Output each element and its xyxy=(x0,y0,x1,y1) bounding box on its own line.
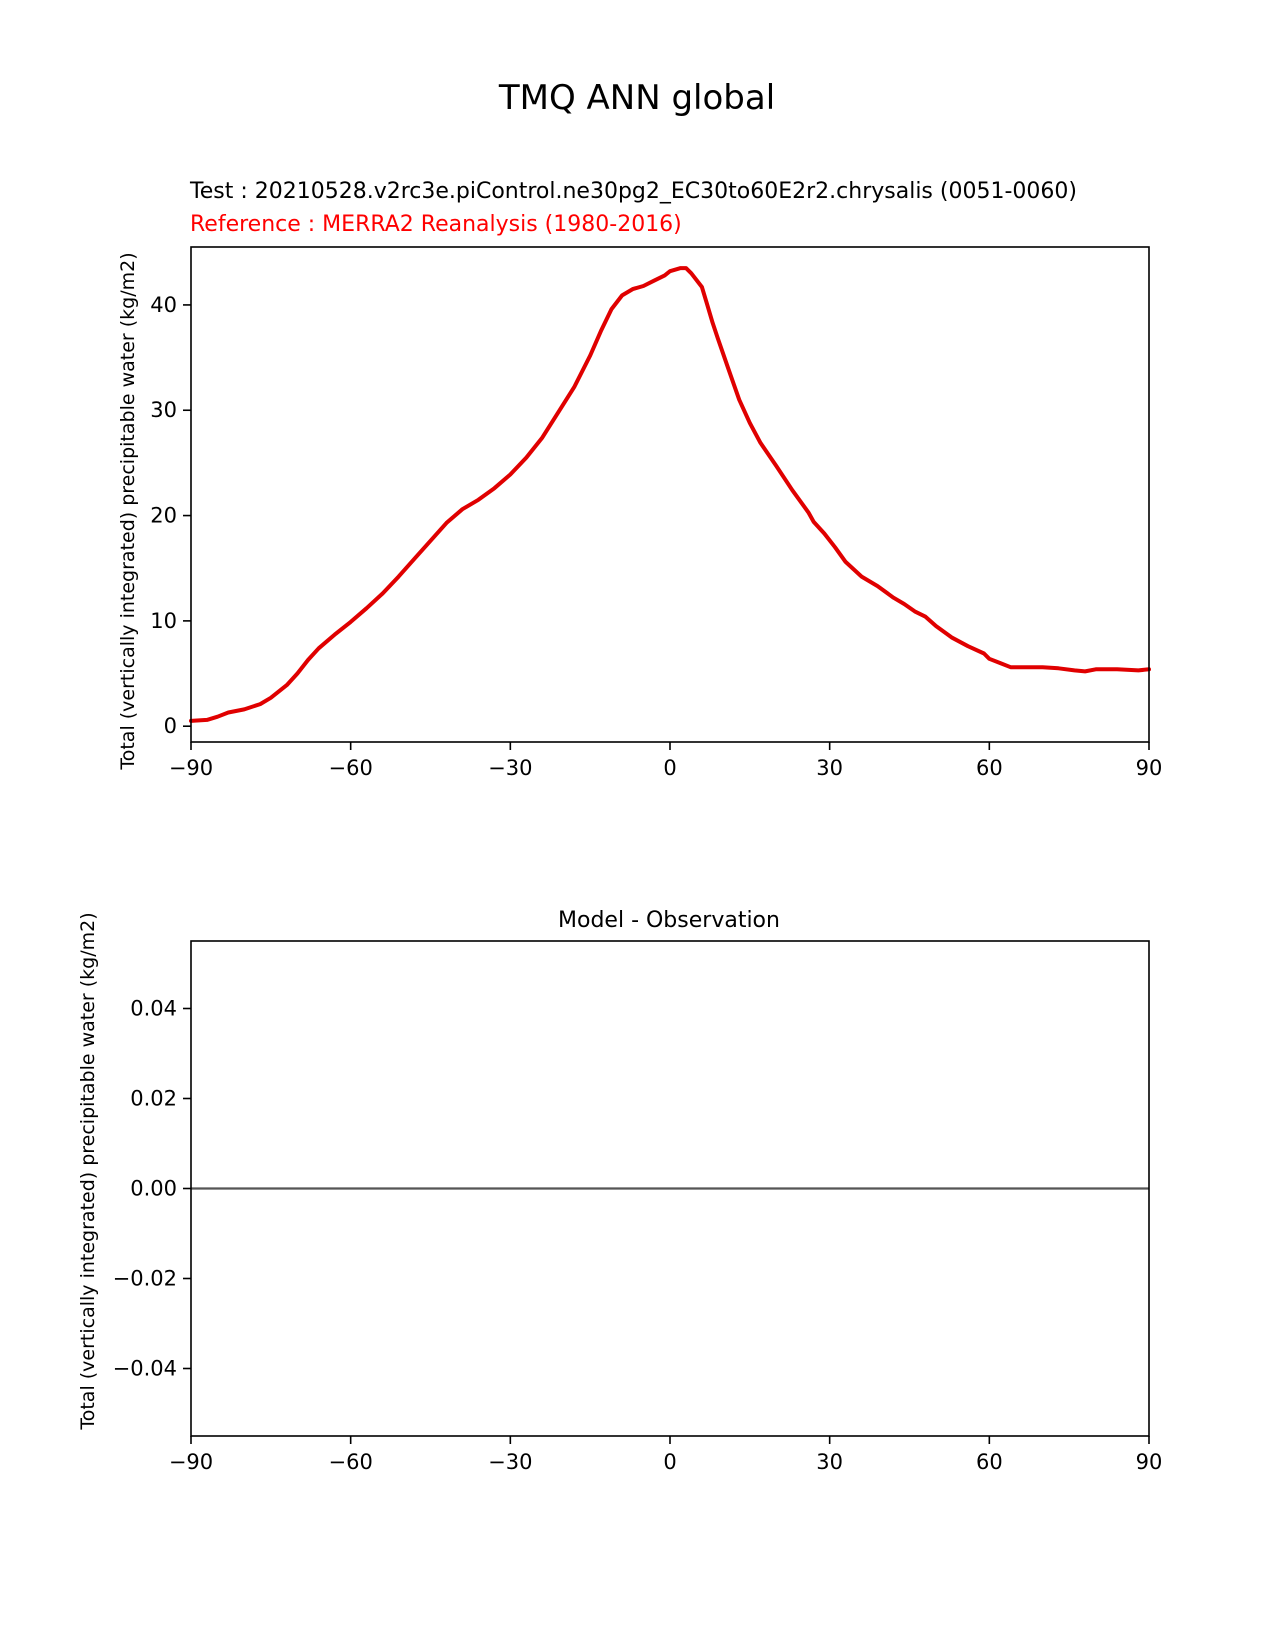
bottom-x-tick-label: −30 xyxy=(488,1450,532,1474)
top-x-tick-label: 30 xyxy=(816,756,843,780)
top-y-tick-label: 40 xyxy=(150,293,177,317)
bottom-y-tick-label: 0.04 xyxy=(130,997,177,1021)
bottom-x-tick-label: 30 xyxy=(816,1450,843,1474)
bottom-panel-title: Model - Observation xyxy=(558,908,780,933)
top-series-line xyxy=(189,266,1151,723)
top-panel-test-title: Test : 20210528.v2rc3e.piControl.ne30pg2… xyxy=(189,179,1077,204)
top-x-tick-label: 90 xyxy=(1136,756,1163,780)
top-y-tick-label: 10 xyxy=(150,609,177,633)
bottom-y-tick-label: 0.00 xyxy=(130,1177,177,1201)
top-x-tick-label: −90 xyxy=(169,756,213,780)
top-y-axis: 0 10 20 30 40 xyxy=(150,293,191,738)
bottom-x-axis: −90 −60 −30 0 30 60 90 xyxy=(169,1436,1163,1474)
top-y-tick-label: 0 xyxy=(164,714,177,738)
bottom-x-tick-label: −60 xyxy=(329,1450,373,1474)
bottom-y-tick-label: −0.04 xyxy=(113,1357,177,1381)
figure-title: TMQ ANN global xyxy=(498,78,775,118)
bottom-x-tick-label: −90 xyxy=(169,1450,213,1474)
top-x-tick-label: −60 xyxy=(329,756,373,780)
top-y-tick-label: 20 xyxy=(150,504,177,528)
bottom-panel: Model - Observation Total (vertically in… xyxy=(77,908,1162,1474)
top-panel: Test : 20210528.v2rc3e.piControl.ne30pg2… xyxy=(117,179,1162,780)
bottom-x-tick-label: 60 xyxy=(976,1450,1003,1474)
top-plot-frame xyxy=(190,246,1150,743)
top-panel-ylabel: Total (vertically integrated) precipitab… xyxy=(117,252,139,770)
bottom-x-tick-label: 90 xyxy=(1136,1450,1163,1474)
bottom-y-tick-label: 0.02 xyxy=(130,1087,177,1111)
top-x-tick-label: 0 xyxy=(663,756,676,780)
bottom-panel-ylabel: Total (vertically integrated) precipitab… xyxy=(77,912,99,1430)
bottom-plot-frame xyxy=(190,940,1150,1437)
bottom-y-axis: 0.04 0.02 0.00 −0.02 −0.04 xyxy=(113,997,191,1381)
bottom-x-tick-label: 0 xyxy=(663,1450,676,1474)
bottom-y-tick-label: −0.02 xyxy=(113,1267,177,1291)
top-x-tick-label: 60 xyxy=(976,756,1003,780)
top-y-tick-label: 30 xyxy=(150,398,177,422)
top-panel-reference-title: Reference : MERRA2 Reanalysis (1980-2016… xyxy=(190,212,682,237)
top-x-axis: −90 −60 −30 0 30 60 90 xyxy=(169,742,1163,780)
top-x-tick-label: −30 xyxy=(488,756,532,780)
